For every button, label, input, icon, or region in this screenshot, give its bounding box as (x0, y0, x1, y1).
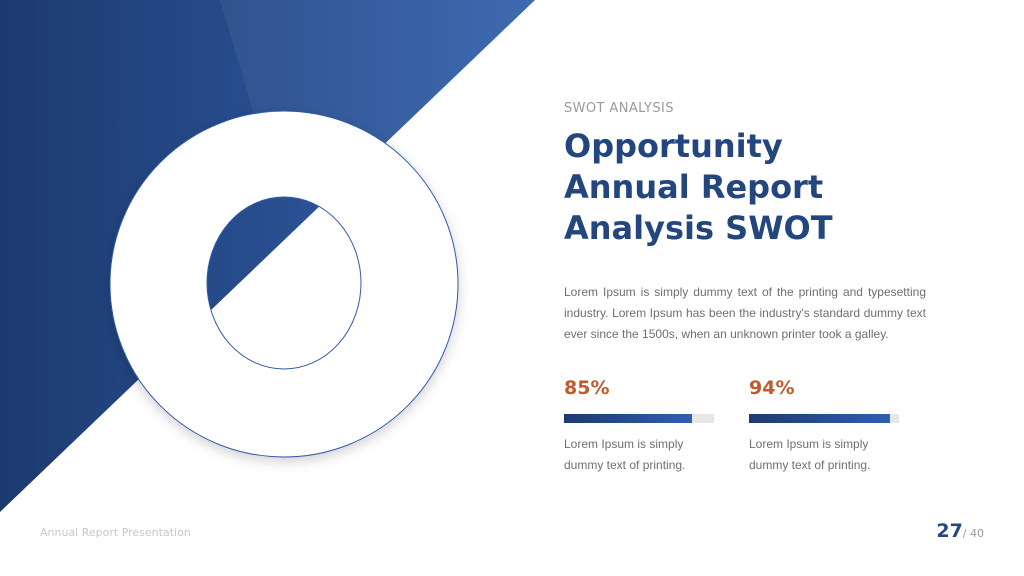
progress-bar-fill (749, 414, 890, 423)
page-title: Opportunity Annual Report Analysis SWOT (564, 126, 984, 249)
progress-bar-track (749, 414, 899, 423)
page-current: 27 (936, 520, 963, 542)
page-total: / 40 (962, 527, 984, 540)
footer-presentation-name: Annual Report Presentation (40, 526, 191, 539)
title-line-3: Analysis SWOT (564, 209, 833, 247)
progress-bar-track (564, 414, 714, 423)
big-letter-o-hole (207, 197, 361, 369)
section-eyebrow: SWOT ANALYSIS (564, 101, 674, 116)
stat-block-2: 94% Lorem Ipsum is simply dummy text of … (749, 374, 901, 476)
progress-bar-fill (564, 414, 692, 423)
stat-block-1: 85% Lorem Ipsum is simply dummy text of … (564, 374, 716, 476)
stat-percent: 94% (749, 377, 795, 399)
page-number: 27/ 40 (936, 520, 984, 542)
title-line-1: Opportunity (564, 127, 783, 165)
stat-percent: 85% (564, 377, 610, 399)
description-text: Lorem Ipsum is simply dummy text of the … (564, 285, 926, 341)
stat-caption: Lorem Ipsum is simply dummy text of prin… (749, 437, 871, 472)
stat-caption: Lorem Ipsum is simply dummy text of prin… (564, 437, 686, 472)
title-line-2: Annual Report (564, 168, 824, 206)
